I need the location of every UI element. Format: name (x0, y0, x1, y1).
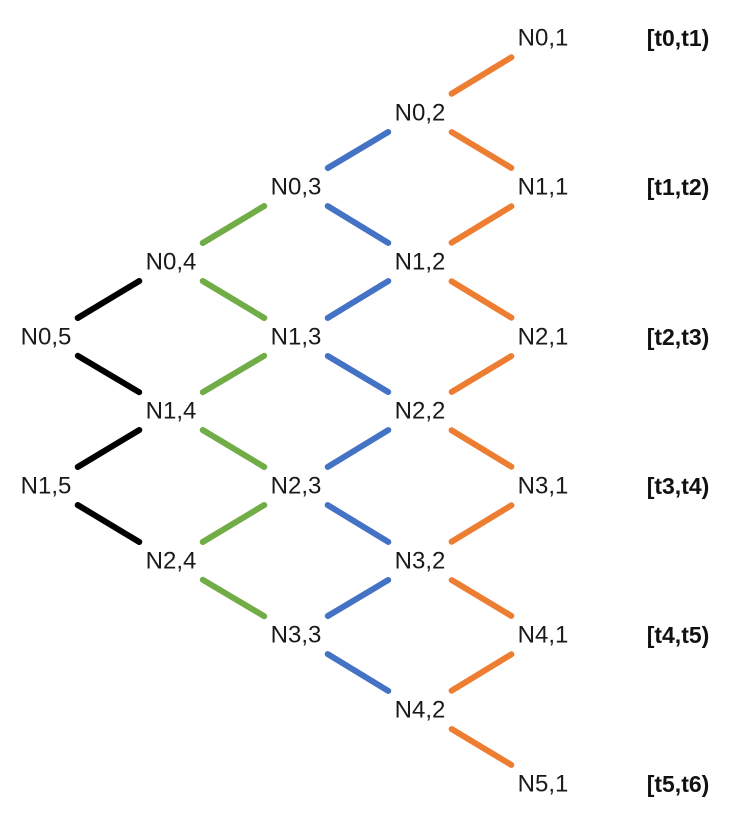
edge-green (199, 576, 268, 620)
node-label: N0,3 (271, 174, 322, 201)
edge-orange (448, 278, 515, 321)
edge-blue (324, 203, 392, 246)
node-label: N3,1 (518, 473, 569, 500)
edges-layer (74, 54, 515, 768)
node-label: N2,2 (395, 398, 446, 425)
interval-label: [t0,t1) (647, 25, 710, 51)
node-label: N0,2 (395, 100, 446, 127)
interval-label: [t5,t6) (647, 771, 710, 797)
edge-black (74, 502, 143, 545)
edge-blue (324, 353, 392, 395)
edge-orange (448, 577, 515, 619)
edge-orange (448, 651, 515, 694)
edge-green (199, 502, 268, 545)
node-label: N1,3 (271, 324, 322, 351)
edge-orange (448, 726, 515, 768)
edge-green (199, 203, 268, 246)
edge-blue (324, 129, 392, 171)
interval-label: [t4,t5) (647, 622, 710, 648)
node-label: N2,3 (271, 473, 322, 500)
node-label: N4,1 (518, 622, 569, 649)
edge-orange (448, 502, 515, 545)
edge-black (74, 352, 143, 396)
edge-orange (448, 129, 515, 171)
edge-green (199, 427, 268, 470)
edge-blue (324, 577, 392, 619)
edge-orange (448, 353, 515, 395)
node-label: N2,4 (146, 548, 197, 575)
edge-green (199, 352, 268, 396)
node-label: N1,4 (146, 398, 197, 425)
edge-orange (448, 54, 515, 97)
interval-label: [t2,t3) (647, 324, 710, 350)
node-label: N4,2 (395, 697, 446, 724)
node-label: N0,1 (518, 25, 569, 52)
node-label: N0,5 (21, 324, 72, 351)
node-label: N1,2 (395, 249, 446, 276)
edge-orange (448, 203, 515, 246)
edge-black (74, 427, 143, 470)
interval-label: [t1,t2) (647, 174, 710, 200)
node-label: N3,3 (271, 622, 322, 649)
edge-blue (324, 427, 392, 470)
edge-blue (324, 651, 392, 694)
edge-blue (324, 278, 392, 321)
edge-blue (324, 502, 392, 545)
edge-green (199, 278, 268, 321)
edge-black (74, 278, 143, 321)
node-label: N2,1 (518, 324, 569, 351)
edge-orange (448, 427, 515, 470)
node-label: N1,5 (21, 473, 72, 500)
node-label: N5,1 (518, 771, 569, 798)
node-label: N3,2 (395, 548, 446, 575)
nodes-layer: N0,1 N0,2 N1,1 N0,3 N1,2 N2,1 N0,4 N1,3 N2,2 N3,1… (21, 25, 569, 798)
node-label: N1,1 (518, 174, 569, 201)
node-label: N0,4 (146, 249, 197, 276)
intervals-layer: [t0,t1) [t1,t2) [t2,t3) [t3,t4) [t4,t5) [t5,t… (647, 25, 710, 797)
interval-label: [t3,t4) (647, 473, 710, 499)
